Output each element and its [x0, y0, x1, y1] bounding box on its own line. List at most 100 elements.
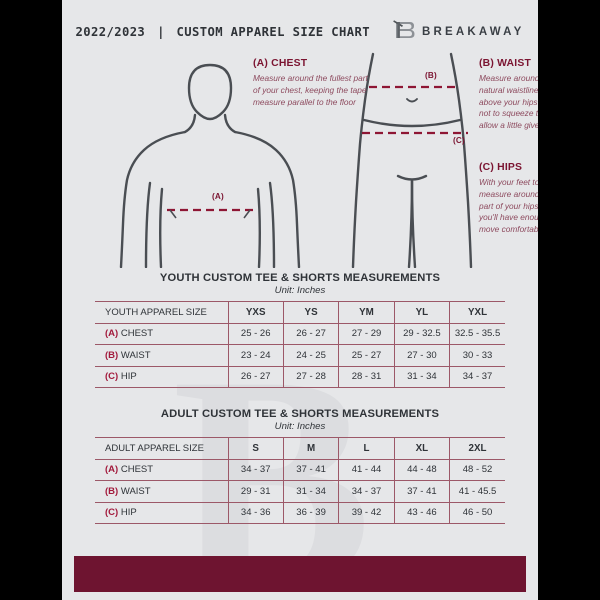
hips-body: With your feet together, measure around … [479, 177, 538, 235]
adult-table-title: ADULT CUSTOM TEE & SHORTS MEASUREMENTS [160, 408, 440, 420]
table-row: (A) CHEST 25 - 26 26 - 27 27 - 29 29 - 32.5 3… [95, 322, 505, 345]
table-row: (C) HIP 26 - 27 27 - 28 28 - 31 31 - 34 34 - … [95, 365, 505, 388]
measurement-label: (B) WAIST [95, 344, 229, 367]
measurement-tag: (C) [105, 507, 119, 519]
measurement-value: 34 - 36 [228, 501, 284, 524]
youth-table-unit: Unit: Inches [274, 285, 326, 296]
measurement-value: 24 - 25 [283, 344, 340, 367]
measurement-value: 29 - 31 [228, 480, 284, 503]
measurement-value: 26 - 27 [283, 322, 340, 345]
hips-marker-label: (C) [453, 136, 465, 145]
waist-body: Measure around your natural waistline – … [479, 73, 538, 131]
size-column-header: L [338, 437, 395, 460]
measurement-value: 29 - 32.5 [394, 322, 451, 345]
measurement-diagram: (A) (B) (C) (A) CHEST Measure around the… [62, 52, 538, 268]
brand-logo-group: BREAKAWAY [393, 18, 525, 47]
measurement-value: 27 - 30 [394, 344, 451, 367]
youth-apparel-size-header: YOUTH APPAREL SIZE [95, 301, 229, 324]
youth-table-section: YOUTH CUSTOM TEE & SHORTS MEASUREMENTS U… [95, 272, 505, 388]
measurement-value: 43 - 46 [394, 501, 451, 524]
measurement-tag: (B) [105, 485, 119, 497]
table-row: (A) CHEST 34 - 37 37 - 41 41 - 44 44 - 48 48 … [95, 458, 505, 481]
measurement-value: 36 - 39 [283, 501, 340, 524]
size-chart-page: B 2022/2023 | CUSTOM APPAREL SIZE CHART … [62, 0, 538, 600]
size-column-header: YXL [449, 301, 505, 324]
table-row: (B) WAIST 29 - 31 31 - 34 34 - 37 37 - 41 41 … [95, 480, 505, 503]
measurement-value: 23 - 24 [228, 344, 284, 367]
measurement-name: WAIST [118, 485, 151, 497]
measurement-tag: (B) [105, 349, 119, 361]
measurement-value: 32.5 - 35.5 [449, 322, 505, 345]
size-column-header: YL [394, 301, 451, 324]
measurement-value: 44 - 48 [394, 458, 451, 481]
size-column-header: 2XL [449, 437, 505, 460]
size-column-header: YXS [228, 301, 284, 324]
measurement-name: CHEST [118, 328, 154, 340]
chest-body: Measure around the fullest part of your … [253, 73, 368, 107]
header-separator: | [157, 25, 165, 39]
adult-size-table: ADULT APPAREL SIZE S M L XL 2XL (A) CHEST 34 -… [95, 437, 505, 524]
waist-title: (B) WAIST [479, 58, 532, 69]
youth-table-title: YOUTH CUSTOM TEE & SHORTS MEASUREMENTS [159, 272, 441, 284]
header-season: 2022/2023 [75, 25, 146, 39]
measurement-value: 27 - 29 [338, 322, 395, 345]
adult-apparel-size-header: ADULT APPAREL SIZE [95, 437, 229, 460]
measurement-value: 41 - 44 [338, 458, 395, 481]
measurement-value: 31 - 34 [283, 480, 340, 503]
measurement-label: (C) HIP [95, 365, 229, 388]
table-row: (C) HIP 34 - 36 36 - 39 39 - 42 43 - 46 46 - … [95, 501, 505, 524]
table-header-row: YOUTH APPAREL SIZE YXS YS YM YL YXL [95, 301, 505, 324]
measurement-value: 25 - 26 [228, 322, 284, 345]
measurement-tag: (C) [105, 371, 119, 383]
measurement-name: HIP [118, 507, 137, 519]
brand-name: BREAKAWAY [421, 26, 525, 38]
measurement-value: 34 - 37 [338, 480, 395, 503]
measurement-value: 46 - 50 [449, 501, 505, 524]
measurement-value: 25 - 27 [338, 344, 395, 367]
measurement-value: 34 - 37 [449, 365, 505, 388]
chest-marker-label: (A) [212, 192, 224, 201]
measurement-value: 30 - 33 [449, 344, 505, 367]
hips-description-block: (C) HIPS With your feet together, measur… [479, 162, 538, 236]
measurement-label: (C) HIP [95, 501, 229, 524]
chest-title: (A) CHEST [253, 58, 308, 69]
breakaway-b-logo-icon [393, 18, 415, 47]
measurement-value: 26 - 27 [228, 365, 284, 388]
measurement-value: 28 - 31 [338, 365, 395, 388]
measurement-tag: (A) [105, 464, 119, 476]
chest-measure-line [167, 208, 253, 219]
measurement-value: 27 - 28 [283, 365, 340, 388]
body-figures-illustration [119, 52, 473, 268]
measurement-name: HIP [118, 371, 137, 383]
measurement-value: 37 - 41 [394, 480, 451, 503]
page-title: CUSTOM APPAREL SIZE CHART [176, 25, 370, 39]
measurement-label: (B) WAIST [95, 480, 229, 503]
table-row: (B) WAIST 23 - 24 24 - 25 25 - 27 27 - 30 30 … [95, 344, 505, 367]
measurement-value: 39 - 42 [338, 501, 395, 524]
footer-accent-bar [74, 556, 526, 592]
adult-table-unit: Unit: Inches [274, 421, 326, 432]
size-column-header: S [228, 437, 284, 460]
chest-description-block: (A) CHEST Measure around the fullest par… [253, 58, 371, 108]
size-column-header: M [283, 437, 340, 460]
size-column-header: XL [394, 437, 451, 460]
measurement-name: CHEST [118, 464, 154, 476]
waist-description-block: (B) WAIST Measure around your natural wa… [479, 58, 538, 132]
measurement-value: 37 - 41 [283, 458, 340, 481]
size-column-header: YM [338, 301, 395, 324]
youth-size-table: YOUTH APPAREL SIZE YXS YS YM YL YXL (A) CHEST… [95, 301, 505, 388]
measurement-tag: (A) [105, 328, 119, 340]
size-column-header: YS [283, 301, 340, 324]
measurement-value: 41 - 45.5 [449, 480, 505, 503]
hips-title: (C) HIPS [479, 162, 523, 173]
measurement-value: 48 - 52 [449, 458, 505, 481]
measurement-value: 34 - 37 [228, 458, 284, 481]
page-header: 2022/2023 | CUSTOM APPAREL SIZE CHART BR… [62, 18, 538, 46]
measurement-name: WAIST [118, 349, 151, 361]
measurement-label: (A) CHEST [95, 322, 229, 345]
adult-table-section: ADULT CUSTOM TEE & SHORTS MEASUREMENTS U… [95, 408, 505, 524]
measurement-label: (A) CHEST [95, 458, 229, 481]
table-header-row: ADULT APPAREL SIZE S M L XL 2XL [95, 437, 505, 460]
measurement-value: 31 - 34 [394, 365, 451, 388]
waist-marker-label: (B) [425, 71, 437, 80]
